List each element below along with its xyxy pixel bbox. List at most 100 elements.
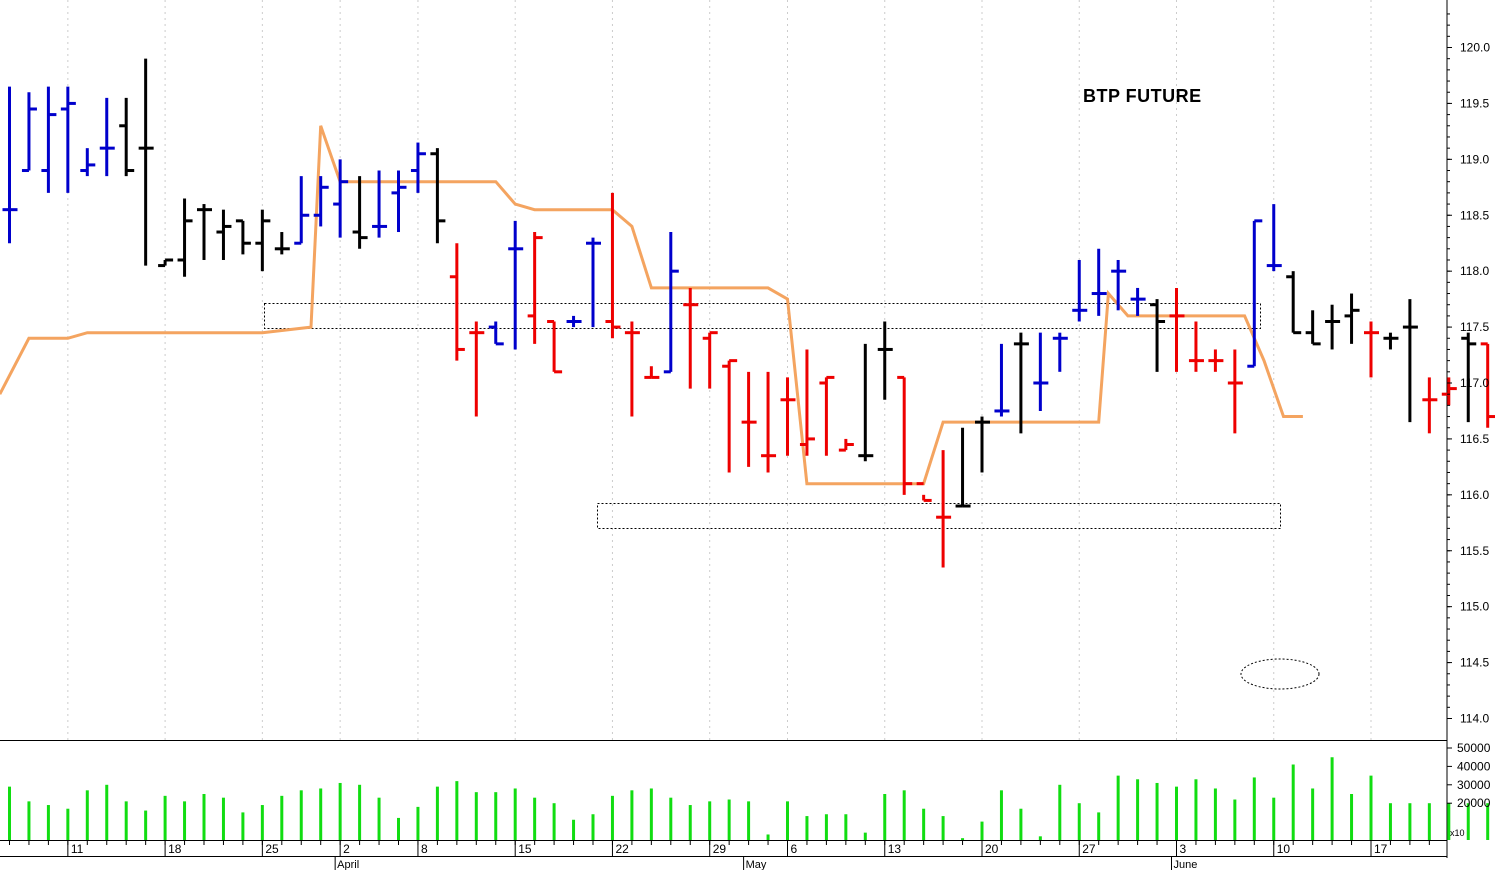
ohlc-bar	[624, 321, 640, 417]
ohlc-bar	[663, 232, 679, 374]
price-tick-label: 116.0	[1460, 488, 1489, 502]
date-tick-label: 18	[168, 842, 182, 856]
ohlc-bar	[158, 258, 174, 268]
ohlc-bar	[430, 148, 446, 244]
date-tick-label: 15	[518, 842, 532, 856]
price-tick-label: 119.5	[1460, 96, 1489, 110]
date-tick-label: 3	[1180, 842, 1187, 856]
ohlc-bar	[761, 371, 777, 473]
ohlc-bar	[508, 220, 524, 350]
ohlc-bar	[1072, 259, 1088, 322]
volume-tick-label: 40000	[1457, 759, 1491, 773]
ohlc-bar	[605, 192, 621, 339]
ohlc-bar	[1091, 248, 1107, 316]
date-axis: 11 18 25 2 8 15 22 29 6 13 20 27 3 10 17 April May June	[9, 841, 1430, 870]
ohlc-bar	[1247, 219, 1263, 368]
ohlc-bar	[488, 321, 504, 346]
ohlc-bar	[1266, 204, 1282, 272]
ohlc-bar	[936, 450, 952, 568]
resistance-zone-box	[264, 303, 1261, 329]
ohlc-bar	[780, 377, 796, 456]
ohlc-bar	[722, 359, 738, 473]
support-zone-box	[597, 503, 1281, 529]
date-tick-label: 29	[713, 842, 727, 856]
ohlc-bar	[858, 343, 874, 462]
ohlc-bar	[469, 321, 485, 417]
ohlc-bar	[197, 204, 212, 260]
ohlc-bar	[1169, 287, 1185, 372]
volume-tick-label: 50000	[1457, 741, 1491, 755]
ohlc-bar	[1188, 321, 1204, 372]
ohlc-bar	[838, 438, 854, 452]
ohlc-bar	[1130, 287, 1146, 316]
ohlc-bar	[897, 375, 913, 495]
ohlc-bar	[235, 219, 251, 255]
annotations	[264, 303, 1320, 690]
ohlc-bar	[877, 321, 893, 400]
ohlc-bar	[138, 58, 154, 266]
ohlc-bar	[372, 170, 388, 238]
price-tick-label: 120.0	[1460, 41, 1490, 55]
volume-axis: 50000 40000 30000 20000	[1447, 741, 1491, 810]
price-axis: 120.0 119.5 119.0 118.5 118.0 117.5 117.0 116.5…	[1447, 13, 1490, 726]
volume-tick-label: 30000	[1457, 778, 1491, 792]
price-tick-label: 114.0	[1460, 712, 1489, 726]
date-tick-label: 17	[1374, 842, 1388, 856]
ohlc-bar	[994, 343, 1010, 417]
ohlc-bar	[1383, 332, 1399, 350]
ohlc-bar	[294, 176, 310, 245]
ohlc-bar	[586, 237, 601, 328]
ohlc-bar	[819, 375, 835, 456]
date-tick-label: 22	[615, 842, 629, 856]
date-tick-label: 2	[343, 842, 350, 856]
price-tick-label: 118.5	[1460, 208, 1489, 222]
ohlc-bar	[1344, 293, 1360, 344]
low-highlight-ellipse	[1240, 658, 1320, 690]
volume-bars	[8, 757, 1490, 840]
ohlc-bar	[702, 331, 718, 389]
ohlc-bar	[41, 86, 57, 193]
price-tick-label: 115.0	[1460, 600, 1489, 614]
ohlc-bar	[1402, 299, 1418, 423]
ohlc-bar	[60, 86, 76, 193]
ohlc-bar	[566, 315, 582, 328]
ohlc-bar	[99, 97, 115, 177]
ohlc-bar	[955, 427, 971, 508]
price-tick-label: 118.0	[1460, 264, 1489, 278]
ohlc-bar	[1286, 271, 1302, 335]
ohlc-bar	[1461, 332, 1477, 423]
ohlc-bar	[391, 170, 407, 233]
ohlc-bar	[1208, 349, 1224, 372]
stop-line-series	[0, 125, 1303, 486]
price-tick-label: 115.5	[1460, 544, 1489, 558]
ohlc-bar	[1364, 321, 1379, 378]
ohlc-bar	[1052, 332, 1068, 372]
ohlc-bar	[1305, 310, 1321, 346]
ohlc-bar	[1227, 349, 1243, 434]
date-tick-label: 8	[421, 842, 428, 856]
ohlc-bar	[916, 482, 932, 502]
date-tick-label: 11	[71, 842, 84, 856]
ohlc-bar	[410, 142, 426, 193]
chart-frame	[0, 0, 1448, 858]
month-label: June	[1174, 859, 1198, 870]
ohlc-bar	[975, 416, 990, 473]
volume-multiplier-label: x10	[1450, 828, 1465, 838]
ohlc-bar	[80, 148, 96, 177]
ohlc-bar	[1033, 332, 1049, 411]
ohlc-bar	[352, 176, 368, 249]
price-tick-label: 117.5	[1460, 320, 1489, 334]
ohlc-bar	[255, 209, 271, 272]
ohlc-bar	[1422, 377, 1438, 434]
price-tick-label: 114.5	[1460, 656, 1489, 670]
ohlc-bar	[313, 176, 329, 227]
ohlc-bar	[1111, 259, 1127, 311]
ohlc-bar	[2, 86, 18, 244]
ohlc-bar	[119, 97, 135, 177]
price-bars	[2, 58, 1495, 568]
price-tick-label: 119.0	[1460, 152, 1489, 166]
ohlc-bar	[1150, 299, 1166, 372]
date-tick-label: 10	[1277, 842, 1291, 856]
date-tick-label: 27	[1082, 842, 1096, 856]
